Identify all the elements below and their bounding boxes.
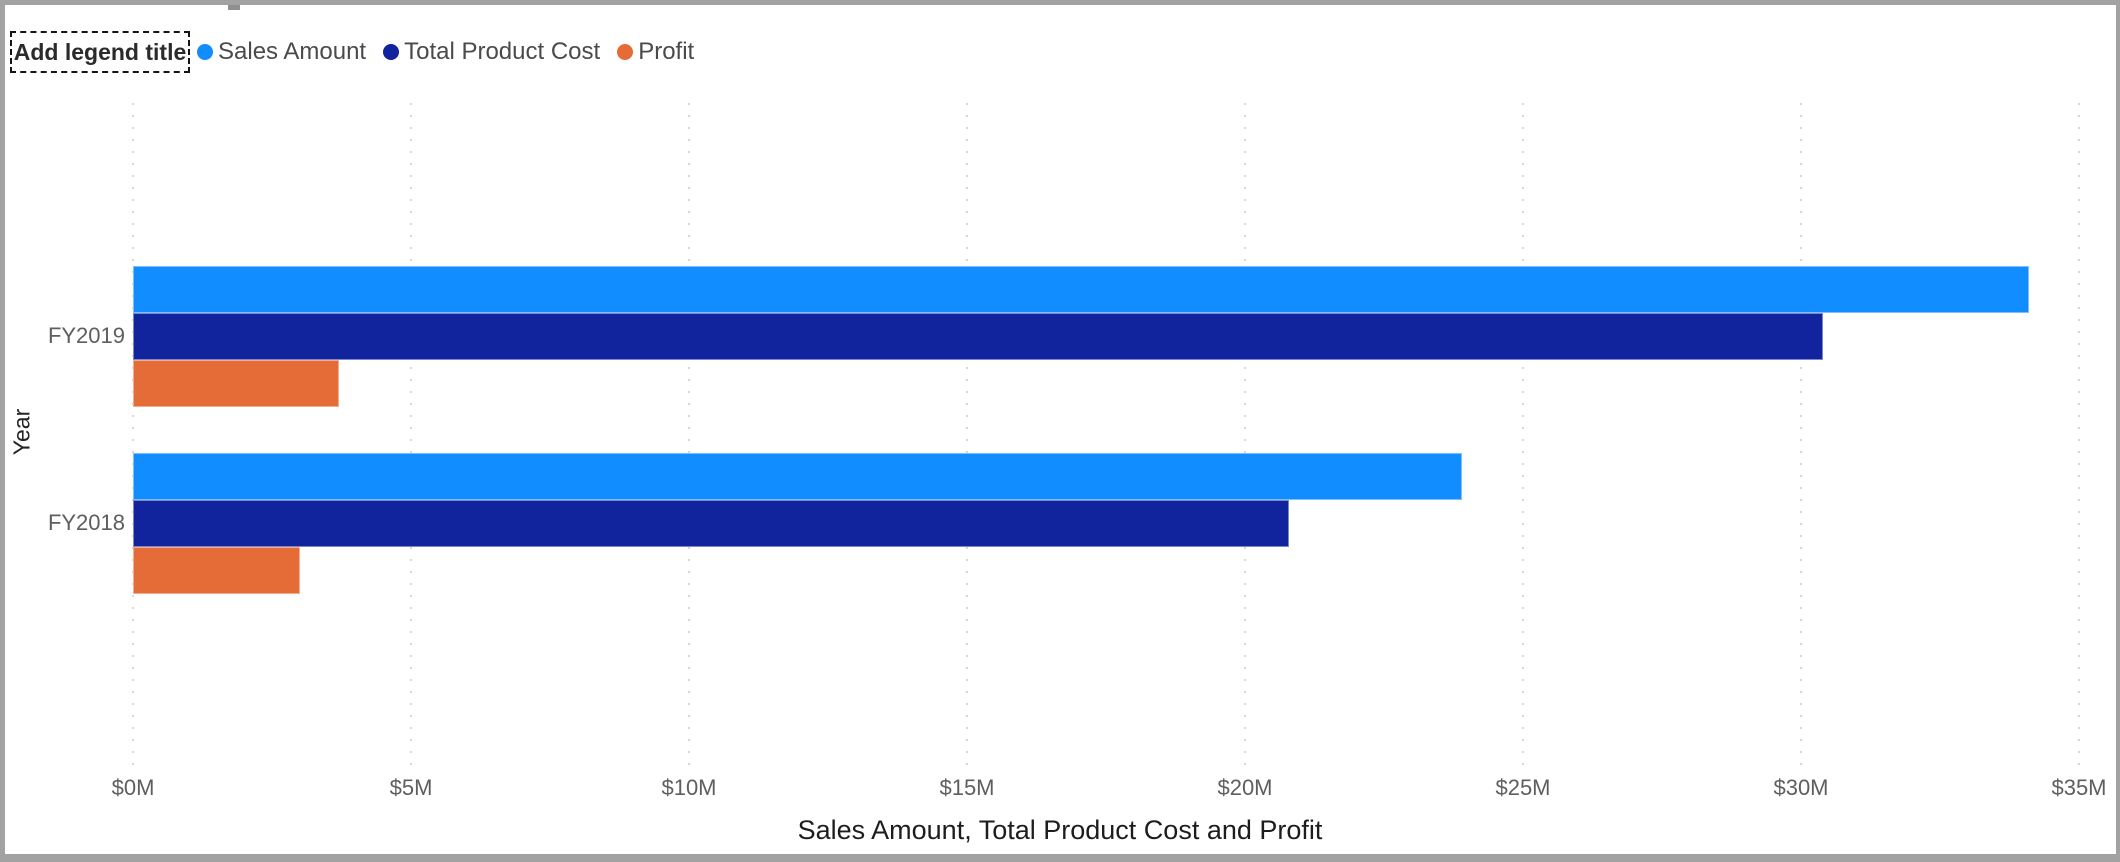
- legend-swatch-icon: [383, 44, 400, 60]
- gridline-$15M: [966, 103, 968, 765]
- x-axis-tick-label: $20M: [1217, 775, 1273, 800]
- x-axis-tick-label: $35M: [2051, 775, 2107, 800]
- x-axis-tick-label: $10M: [661, 775, 717, 800]
- x-axis-tick-label: $5M: [389, 775, 433, 800]
- visual-resize-handle[interactable]: [228, 5, 240, 10]
- legend-title-text: Add legend title: [13, 38, 187, 65]
- bar-fy2018-total-product-cost[interactable]: [133, 500, 1290, 547]
- bar-fy2019-profit[interactable]: [133, 360, 339, 407]
- gridline-$10M: [688, 103, 690, 765]
- bar-fy2019-sales-amount[interactable]: [133, 266, 2029, 313]
- legend-item-profit[interactable]: Profit: [617, 38, 694, 66]
- x-axis-tick-label: $25M: [1495, 775, 1551, 800]
- x-axis-tick-label: $30M: [1773, 775, 1829, 800]
- legend-title-placeholder[interactable]: Add legend title: [10, 31, 190, 73]
- bar-fy2018-profit[interactable]: [133, 547, 300, 594]
- y-category-label-fy2018: FY2018: [47, 510, 125, 535]
- gridline-$20M: [1244, 103, 1246, 765]
- bar-fy2019-total-product-cost[interactable]: [133, 313, 1824, 360]
- bar-fy2018-sales-amount[interactable]: [133, 453, 1462, 500]
- legend-item-total-product-cost[interactable]: Total Product Cost: [383, 38, 600, 66]
- y-category-label-fy2019: FY2019: [47, 323, 125, 348]
- gridline-$30M: [1800, 103, 1802, 765]
- legend-item-label: Profit: [638, 38, 695, 65]
- legend-item-label: Total Product Cost: [404, 38, 601, 65]
- legend-item-label: Sales Amount: [218, 38, 367, 65]
- legend-swatch-icon: [617, 44, 634, 60]
- gridline-$25M: [1522, 103, 1524, 765]
- legend-item-sales-amount[interactable]: Sales Amount: [197, 38, 366, 66]
- legend-swatch-icon: [197, 44, 213, 60]
- gridline-$0M: [132, 103, 134, 765]
- plot-area: [132, 95, 2080, 765]
- gridline-$5M: [410, 103, 412, 765]
- x-axis-tick-label: $0M: [111, 775, 155, 800]
- legend-items: Sales Amount Total Product Cost Profit: [197, 38, 711, 66]
- gridline-$35M: [2078, 103, 2080, 765]
- x-axis-tick-label: $15M: [939, 775, 995, 800]
- chart-legend: Add legend title Sales Amount Total Produ…: [10, 31, 711, 73]
- y-axis-title: Year: [8, 408, 35, 456]
- x-axis-title: Sales Amount, Total Product Cost and Pro…: [797, 815, 1323, 845]
